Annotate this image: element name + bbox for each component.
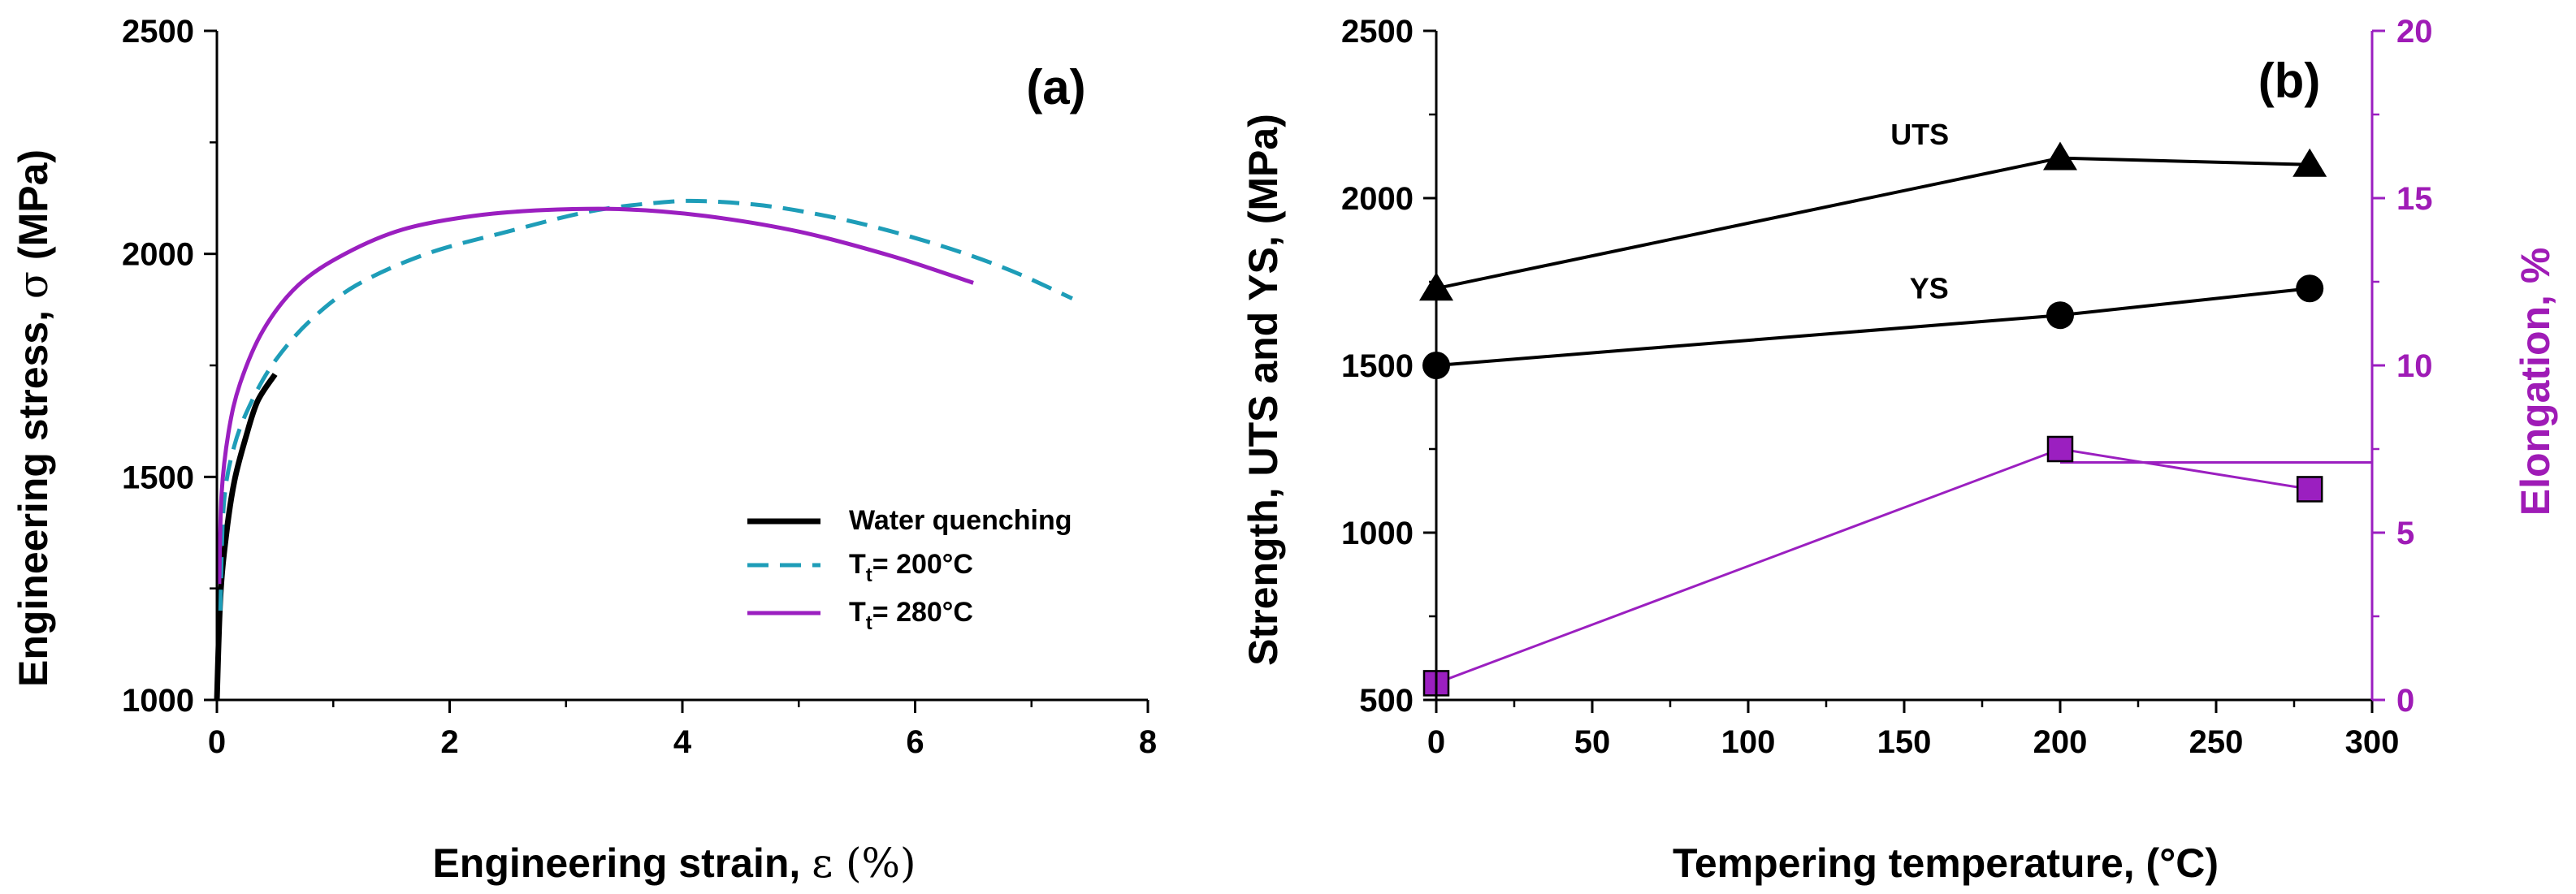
panel-b-x-axis-title: Tempering temperature, (°C)	[1673, 840, 2219, 886]
panel-b-y2-tick-label: 20	[2396, 14, 2433, 50]
panel-b-marker-uts-2	[2043, 141, 2077, 171]
panel-b-x-tick-label: 0	[1427, 724, 1445, 760]
panel-b-annotations: UTS YS	[1890, 118, 1949, 305]
panel-b-y2-tick-label: 0	[2396, 683, 2414, 719]
panel-b-x-tick-label: 200	[2033, 724, 2088, 760]
panel-b-x-tick-label: 50	[1574, 724, 1611, 760]
panel-a-x-tick-label: 0	[208, 724, 226, 760]
panel-b-marker-uts-3	[2292, 148, 2327, 177]
panel-a-legend-label-3: Tt= 280°C	[849, 597, 973, 634]
panel-a-series-layer	[214, 198, 1073, 701]
panel-b-annotation-uts: UTS	[1890, 118, 1949, 151]
panel-b-series-line-ys	[1435, 287, 2310, 367]
panel-a-legend-label-1: Water quenching	[849, 505, 1072, 536]
panel-b-x-tick-label: 250	[2189, 724, 2244, 760]
panel-a-x-tick-label: 8	[1139, 724, 1157, 760]
panel-a-label: (a)	[1026, 60, 1085, 114]
panel-b-axes-layer: 0 50 100 150 200 250 300 500 1000 1500 2000 2500 0 5 1…	[1341, 14, 2432, 760]
panel-a-legend-label-2: Tt= 200°C	[849, 549, 973, 586]
panel-a-x-tick-label: 6	[906, 724, 924, 760]
panel-b-marker-ys-2	[2046, 301, 2074, 330]
panel-b-x-tick-label: 100	[1721, 724, 1776, 760]
panel-b-series-layer	[1419, 141, 2372, 697]
panel-b-series-line-elongation	[1435, 447, 2310, 685]
panel-a-series-line-3	[217, 206, 974, 585]
panel-b-y-tick-label: 2500	[1341, 14, 1414, 50]
panel-a-y-tick-label: 1000	[122, 683, 194, 719]
panel-b-x-tick-label: 300	[2345, 724, 2400, 760]
panel-b-marker-ys-3	[2296, 274, 2324, 303]
panel-a-legend: Water quenching Tt= 200°C Tt= 280°C	[747, 505, 1072, 634]
panel-b-strength-vs-temperature-chart: 0 50 100 150 200 250 300 500 1000 1500 2000 2500 0 5 1…	[1240, 14, 2558, 886]
panel-b-y2-tick-label: 5	[2396, 516, 2414, 551]
panel-a-y-tick-label: 2000	[122, 237, 194, 273]
panel-b-marker-elongation-3	[2296, 476, 2323, 503]
panel-b-x-tick-label: 150	[1877, 724, 1932, 760]
panel-a-series-line-2	[218, 198, 1073, 611]
panel-a-x-tick-label: 4	[673, 724, 692, 760]
panel-b-y2-tick-label: 10	[2396, 348, 2433, 384]
panel-b-y-tick-label: 1500	[1341, 348, 1414, 384]
panel-b-series-line-uts	[1435, 156, 2310, 291]
panel-b-y-tick-label: 500	[1359, 683, 1414, 719]
panel-a-x-axis-title: Engineering strain, ε (%)	[432, 840, 916, 887]
panel-a-y-axis-title: Engineering stress, σ (MPa)	[10, 149, 57, 687]
panel-a-series-line-1	[214, 373, 278, 701]
panel-b-y-tick-label: 1000	[1341, 516, 1414, 551]
panel-b-annotation-ys: YS	[1910, 272, 1949, 305]
panel-b-y2-axis-title: Elongation, %	[2513, 248, 2558, 516]
panel-a-y-tick-label: 1500	[122, 460, 194, 495]
panel-b-marker-elongation-2	[2046, 435, 2074, 463]
panel-b-y2-tick-label: 15	[2396, 181, 2433, 217]
panel-b-label: (b)	[2258, 54, 2321, 108]
panel-b-y-tick-label: 2000	[1341, 181, 1414, 217]
panel-a-stress-strain-chart: 0 2 4 6 8 1000 1500 2000 2500 (a) Engineering st…	[10, 14, 1157, 887]
panel-b-y-axis-title: Strength, UTS and YS, (MPa)	[1240, 114, 1286, 666]
panel-a-x-tick-label: 2	[440, 724, 458, 760]
panel-a-axes-layer: 0 2 4 6 8 1000 1500 2000 2500	[122, 14, 1157, 760]
panel-a-y-tick-label: 2500	[122, 14, 194, 50]
